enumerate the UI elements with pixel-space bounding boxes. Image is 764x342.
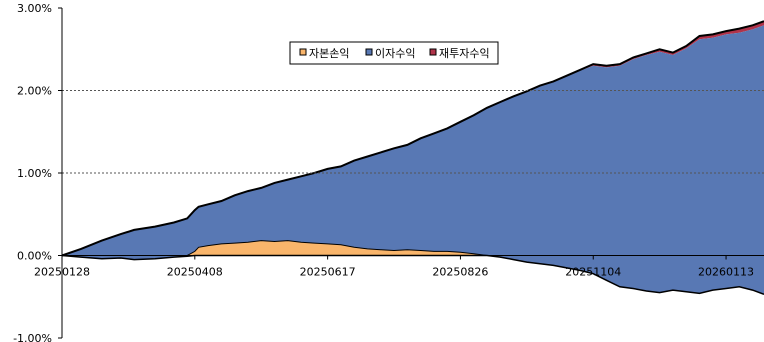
x-tick-label: 20250128 [34,266,90,279]
x-tick-labels: 20250128 20250408 20250617 20250826 20251104… [34,255,754,279]
axes [58,7,764,339]
x-tick-label: 20250408 [167,266,223,279]
gridlines [62,90,764,174]
x-tick-label: 20251104 [565,266,621,279]
legend-label-capital: 자본손익 [309,47,349,60]
y-tick-label: 0.00% [17,250,52,263]
legend: 자본손익 이자수익 재투자수익 [289,41,499,65]
legend-label-reinvest: 재투자수익 [439,47,490,60]
legend-swatch-reinvest [429,48,437,56]
y-tick-label: 1.00% [17,167,52,180]
y-tick-labels: 3.00% 2.00% 1.00% 0.00% -1.00% [13,2,52,342]
series-interest-area [62,25,764,256]
legend-swatch-interest [365,48,373,56]
x-tick-label: 20250617 [300,266,356,279]
y-tick-label: 3.00% [17,2,52,15]
legend-label-interest: 이자수익 [375,47,415,60]
x-tick-label: 20260113 [698,266,754,279]
y-tick-label: 2.00% [17,85,52,98]
legend-box [289,41,499,65]
y-tick-label: -1.00% [13,332,52,342]
legend-swatch-capital [299,48,307,56]
series-total-line [61,20,764,257]
series-interest-negative-area [62,255,764,295]
series-capital-area [62,240,764,256]
x-tick-label: 20250826 [432,266,488,279]
